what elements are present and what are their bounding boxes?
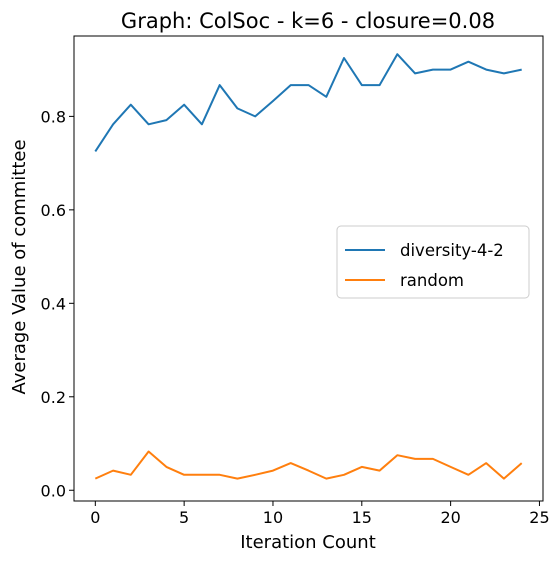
series-line-random (94, 450, 523, 480)
legend-label: random (400, 271, 464, 290)
y-tick-label: 0.6 (41, 201, 66, 220)
x-tick-label: 15 (352, 508, 372, 527)
x-axis-label: Iteration Count (240, 532, 376, 553)
plot-frame (73, 35, 544, 502)
x-tick-label: 0 (90, 508, 100, 527)
series-line-diversity-4-2 (94, 53, 522, 152)
chart-title: Graph: ColSoc - k=6 - closure=0.08 (121, 9, 495, 33)
legend-label: diversity-4-2 (400, 241, 504, 260)
y-axis-ticks: 0.0 0.2 0.4 0.6 0.8 (41, 107, 74, 500)
y-tick-label: 0.0 (41, 481, 66, 500)
plot-area: 0 5 10 15 20 25 0.0 0.2 0.4 0.6 0.8 (41, 35, 550, 527)
x-tick-label: 20 (440, 508, 460, 527)
legend: diversity-4-2 random (336, 225, 530, 299)
x-tick-label: 10 (263, 508, 283, 527)
y-tick-label: 0.4 (41, 294, 66, 313)
series-layer (94, 53, 523, 480)
y-tick-label: 0.2 (41, 388, 66, 407)
y-axis-label: Average Value of committee (9, 139, 30, 394)
x-tick-label: 5 (179, 508, 189, 527)
x-tick-label: 25 (529, 508, 549, 527)
y-tick-label: 0.8 (41, 107, 66, 126)
x-axis-ticks: 0 5 10 15 20 25 (90, 501, 550, 527)
